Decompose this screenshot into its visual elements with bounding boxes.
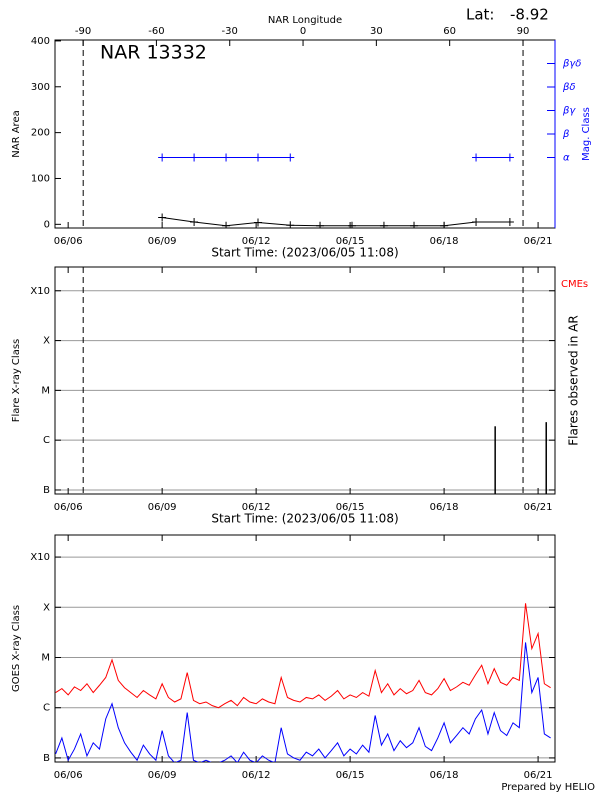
y-tick-label: M — [41, 652, 50, 663]
y-tick-label: 100 — [31, 173, 50, 184]
y2-tick-label: βγδ — [562, 59, 581, 70]
y-axis-title: Flare X-ray Class — [11, 339, 22, 423]
y-tick-label: B — [43, 485, 50, 496]
x-tick-label: 06/21 — [524, 770, 553, 781]
x2-tick-label: -60 — [148, 26, 164, 37]
x-axis-title: Start Time: (2023/06/05 11:08) — [211, 512, 398, 526]
x2-tick-label: 0 — [300, 26, 306, 37]
y-tick-label: 400 — [31, 36, 50, 47]
x2-axis-title: NAR Longitude — [268, 15, 342, 26]
x-tick-label: 06/18 — [430, 236, 459, 247]
y2-tick-label: β — [562, 129, 570, 140]
y-tick-label: X — [43, 336, 50, 347]
y2-tick-label: α — [563, 153, 570, 164]
x-tick-label: 06/15 — [336, 502, 365, 513]
lat-value: -8.92 — [510, 6, 549, 24]
x2-tick-label: -30 — [222, 26, 238, 37]
x-tick-label: 06/15 — [336, 770, 365, 781]
plot-area — [158, 153, 514, 228]
x-tick-label: 06/15 — [336, 236, 365, 247]
y-tick-label: 200 — [31, 128, 50, 139]
series-line — [55, 642, 551, 762]
x2-tick-label: 30 — [370, 26, 383, 37]
x-tick-label: 06/06 — [54, 770, 83, 781]
x-tick-label: 06/12 — [242, 502, 271, 513]
y2-tick-label: βγ — [562, 106, 576, 117]
y-tick-label: X — [43, 602, 50, 613]
x-tick-label: 06/09 — [148, 502, 177, 513]
series-line — [55, 603, 551, 709]
x-tick-label: 06/12 — [242, 770, 271, 781]
lat-label: Lat: — [466, 6, 494, 24]
series-line — [162, 216, 510, 227]
x-tick-label: 06/09 — [148, 770, 177, 781]
x2-tick-label: 90 — [517, 26, 530, 37]
x-tick-label: 06/18 — [430, 502, 459, 513]
y-tick-label: C — [43, 703, 50, 714]
y-tick-label: M — [41, 385, 50, 396]
y-axis-title: NAR Area — [11, 110, 22, 157]
y-tick-label: X10 — [30, 552, 50, 563]
plot-area — [55, 603, 551, 762]
x-tick-label: 06/21 — [524, 236, 553, 247]
y2-tick-label: βδ — [562, 82, 576, 93]
y-tick-label: 0 — [44, 219, 50, 230]
x-axis-title: Start Time: (2023/06/05 11:08) — [211, 246, 398, 260]
y-axis-title: GOES X-ray Class — [11, 605, 22, 692]
y-tick-label: 300 — [31, 82, 50, 93]
plot-frame — [54, 534, 556, 763]
y-tick-label: X10 — [30, 286, 50, 297]
y2-axis-title: Flares observed in AR — [567, 315, 581, 445]
x2-tick-label: -90 — [75, 26, 91, 37]
x-tick-label: 06/18 — [430, 770, 459, 781]
cme-label: CMEs — [561, 279, 588, 290]
y-tick-label: B — [43, 753, 50, 764]
plot-area — [494, 422, 547, 494]
x2-tick-label: 60 — [443, 26, 456, 37]
chart-title: NAR 13332 — [100, 42, 207, 64]
x-tick-label: 06/21 — [524, 502, 553, 513]
x-tick-label: 06/09 — [148, 236, 177, 247]
x-tick-label: 06/06 — [54, 236, 83, 247]
plot-frame — [54, 266, 556, 495]
footer: Prepared by HELIO — [501, 782, 595, 793]
x-tick-label: 06/12 — [242, 236, 271, 247]
x-tick-label: 06/06 — [54, 502, 83, 513]
y-tick-label: C — [43, 435, 50, 446]
y2-axis-title: Mag. Class — [581, 107, 592, 161]
